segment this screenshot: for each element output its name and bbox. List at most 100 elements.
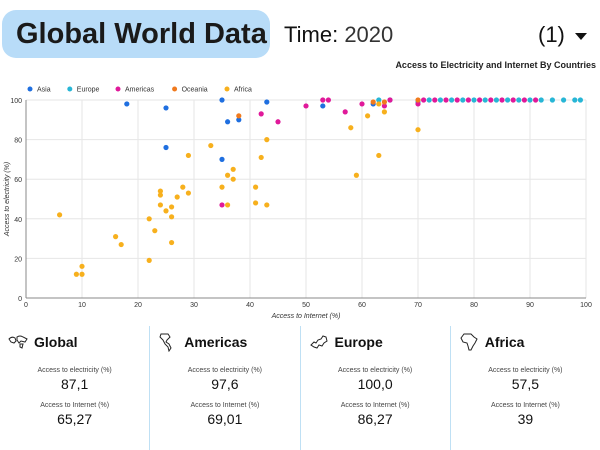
data-point	[471, 97, 477, 103]
data-point	[443, 97, 449, 103]
data-point	[236, 113, 242, 119]
internet-value: 69,01	[207, 411, 243, 427]
data-point	[499, 97, 505, 103]
data-point	[426, 97, 432, 103]
y-tick-label: 60	[14, 177, 22, 184]
legend-entry: Oceania	[182, 87, 208, 94]
x-tick-label: 60	[358, 302, 366, 309]
panel-africa: Africa Access to electricity (%) 57,5 Ac…	[451, 326, 600, 450]
data-point	[325, 97, 331, 103]
data-point	[303, 103, 309, 109]
electricity-label: Access to electricity (%)	[337, 367, 413, 374]
chevron-down-icon[interactable]	[574, 32, 587, 40]
header: Global World Data Time: 2020 (1)	[0, 0, 600, 64]
panel-title: Africa	[484, 334, 525, 350]
data-point	[169, 204, 175, 210]
chart-title: Access to Electricity and Internet By Co…	[395, 60, 596, 70]
page-title: Global World Data	[2, 10, 270, 58]
americas-map-icon	[159, 333, 172, 352]
panel-title: Global	[34, 334, 78, 350]
legend-marker	[172, 86, 178, 92]
y-axis-label: Access to electricity (%)	[4, 162, 11, 237]
panel-global: Global Access to electricity (%) 87,1 Ac…	[0, 326, 151, 450]
y-tick-label: 20	[14, 256, 22, 263]
summary-panels: Global Access to electricity (%) 87,1 Ac…	[0, 326, 600, 450]
x-tick-label: 80	[470, 302, 478, 309]
data-point	[225, 172, 231, 178]
data-point	[185, 190, 191, 196]
data-point	[538, 97, 544, 103]
y-tick-label: 0	[18, 296, 22, 303]
data-point	[482, 97, 488, 103]
data-point	[465, 97, 471, 103]
data-point	[432, 97, 438, 103]
internet-label: Access to Internet (%)	[190, 402, 260, 409]
electricity-label: Access to electricity (%)	[37, 367, 112, 374]
data-point	[225, 202, 231, 208]
data-point	[348, 125, 354, 131]
data-point	[421, 97, 427, 103]
data-point	[264, 99, 270, 105]
data-point	[124, 101, 130, 107]
data-point	[230, 166, 236, 172]
world-map-icon	[8, 335, 28, 349]
data-point	[493, 97, 499, 103]
page-selector-dropdown[interactable]: (1)	[538, 22, 587, 48]
data-point	[415, 97, 421, 103]
data-point	[152, 228, 158, 234]
data-point	[437, 97, 443, 103]
data-point	[157, 192, 163, 198]
internet-label: Access to Internet (%)	[490, 402, 560, 409]
data-point	[376, 152, 382, 159]
x-tick-label: 30	[190, 302, 198, 309]
data-point	[460, 97, 466, 103]
data-point	[572, 97, 578, 103]
data-point	[163, 144, 169, 151]
data-point	[230, 176, 236, 182]
data-point	[157, 202, 163, 208]
internet-value: 65,27	[57, 411, 93, 427]
x-tick-label: 40	[246, 302, 254, 309]
electricity-label: Access to electricity (%)	[488, 367, 563, 374]
data-point	[113, 234, 119, 240]
x-tick-label: 70	[414, 302, 422, 309]
data-point	[118, 241, 124, 248]
legend-marker	[115, 86, 121, 92]
legend-marker	[224, 86, 230, 92]
data-point	[320, 103, 326, 109]
data-point	[516, 97, 522, 103]
data-point	[577, 97, 584, 103]
data-point	[477, 97, 483, 103]
data-point	[79, 263, 85, 269]
chart-canvas: 0 20 40 60 80 100 0 10 20 30 40 50 60 70 80 90 100 Access…	[4, 86, 592, 320]
data-point	[387, 97, 393, 103]
panel-europe: Europe Access to electricity (%) 100,0 A…	[301, 326, 451, 450]
scatter-chart: Access to Electricity and Internet By Co…	[0, 58, 600, 326]
data-point	[225, 119, 231, 125]
data-point	[264, 137, 270, 143]
data-point	[264, 202, 270, 208]
data-point	[236, 117, 242, 123]
data-point	[454, 97, 460, 103]
y-tick-label: 80	[14, 138, 22, 145]
electricity-value: 100,0	[357, 376, 393, 392]
panel-title: Europe	[334, 334, 383, 350]
data-point	[163, 105, 169, 111]
internet-label: Access to Internet (%)	[40, 402, 110, 409]
y-tick-label: 40	[14, 217, 22, 224]
electricity-value: 97,6	[211, 376, 239, 392]
internet-label: Access to Internet (%)	[340, 402, 410, 409]
data-point	[533, 97, 539, 103]
data-point	[169, 239, 175, 246]
data-point	[185, 152, 191, 159]
data-point	[57, 212, 63, 218]
data-point	[521, 97, 528, 103]
data-point	[376, 101, 382, 107]
data-point	[180, 184, 186, 190]
data-point	[359, 101, 365, 107]
data-point	[527, 97, 533, 103]
data-point	[381, 99, 387, 105]
data-point	[353, 172, 359, 178]
legend-marker	[27, 86, 33, 92]
legend-entry: Asia	[37, 87, 51, 94]
